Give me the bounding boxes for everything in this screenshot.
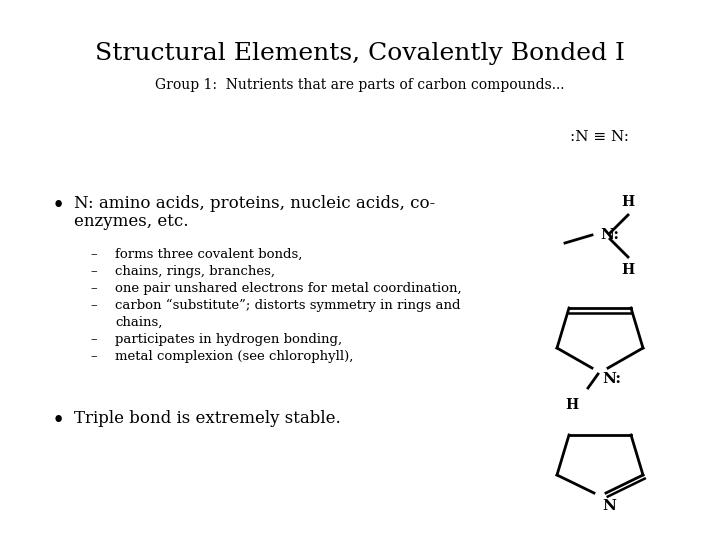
- Text: •: •: [52, 410, 66, 432]
- Text: :N ≡ N:: :N ≡ N:: [570, 130, 629, 144]
- Text: one pair unshared electrons for metal coordination,: one pair unshared electrons for metal co…: [115, 282, 462, 295]
- Text: Structural Elements, Covalently Bonded I: Structural Elements, Covalently Bonded I: [95, 42, 625, 65]
- Text: Triple bond is extremely stable.: Triple bond is extremely stable.: [74, 410, 341, 427]
- Text: carbon “substitute”; distorts symmetry in rings and: carbon “substitute”; distorts symmetry i…: [115, 299, 461, 312]
- Text: Group 1:  Nutrients that are parts of carbon compounds...: Group 1: Nutrients that are parts of car…: [156, 78, 564, 92]
- Text: –: –: [90, 265, 96, 278]
- Text: N: N: [602, 499, 616, 513]
- Text: forms three covalent bonds,: forms three covalent bonds,: [115, 248, 302, 261]
- Text: H: H: [565, 398, 578, 412]
- Text: –: –: [90, 299, 96, 312]
- Text: –: –: [90, 282, 96, 295]
- Text: chains, rings, branches,: chains, rings, branches,: [115, 265, 275, 278]
- Text: •: •: [52, 195, 66, 217]
- Text: N:: N:: [602, 372, 621, 386]
- Text: –: –: [90, 248, 96, 261]
- Text: participates in hydrogen bonding,: participates in hydrogen bonding,: [115, 333, 342, 346]
- Text: –: –: [90, 350, 96, 363]
- Text: chains,: chains,: [115, 316, 163, 329]
- Text: N:: N:: [600, 228, 619, 242]
- Text: H: H: [621, 195, 634, 209]
- Text: enzymes, etc.: enzymes, etc.: [74, 213, 189, 230]
- Text: N: amino acids, proteins, nucleic acids, co-: N: amino acids, proteins, nucleic acids,…: [74, 195, 436, 212]
- Text: metal complexion (see chlorophyll),: metal complexion (see chlorophyll),: [115, 350, 354, 363]
- Text: –: –: [90, 333, 96, 346]
- Text: H: H: [621, 263, 634, 277]
